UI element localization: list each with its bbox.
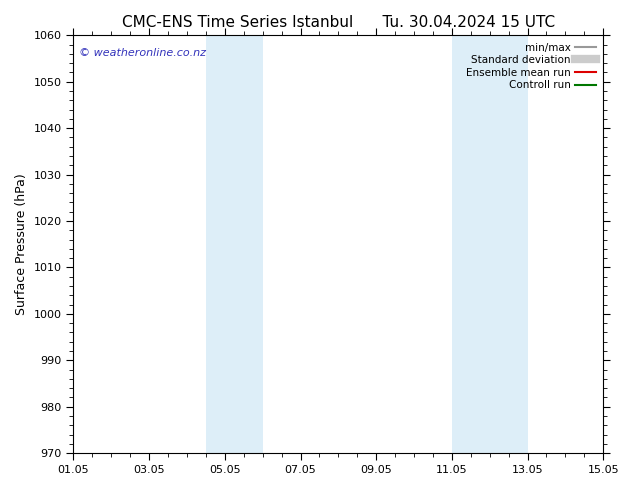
Bar — [452, 35, 527, 453]
Y-axis label: Surface Pressure (hPa): Surface Pressure (hPa) — [15, 173, 28, 315]
Legend: min/max, Standard deviation, Ensemble mean run, Controll run: min/max, Standard deviation, Ensemble me… — [464, 41, 598, 93]
Bar — [206, 35, 262, 453]
Text: © weatheronline.co.nz: © weatheronline.co.nz — [79, 48, 206, 58]
Title: CMC-ENS Time Series Istanbul      Tu. 30.04.2024 15 UTC: CMC-ENS Time Series Istanbul Tu. 30.04.2… — [122, 15, 555, 30]
